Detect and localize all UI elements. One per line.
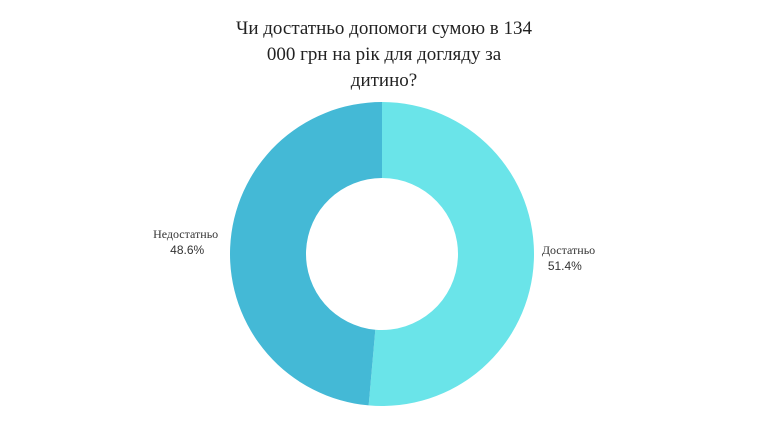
- slice-value-label: 51.4%: [548, 259, 582, 273]
- chart-title: Чи достатньо допомоги сумою в 134 000 гр…: [235, 18, 533, 91]
- slice-label: Недостатньо: [153, 227, 218, 241]
- slice-value-label: 48.6%: [170, 243, 204, 257]
- slice: [368, 102, 534, 407]
- slice-label: Достатньо: [542, 243, 595, 257]
- slice: [229, 102, 382, 406]
